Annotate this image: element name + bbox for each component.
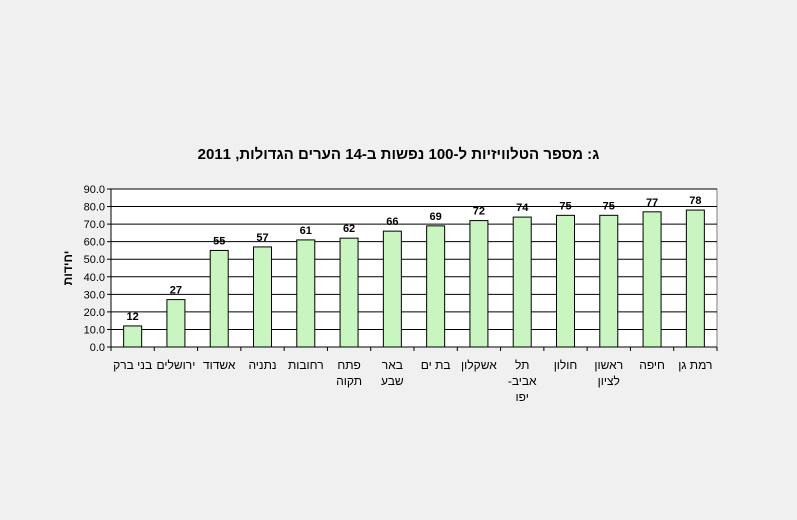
data-label: 27 <box>170 285 182 297</box>
y-tick-label: 40.0 <box>84 272 105 284</box>
y-tick-label: 0.0 <box>90 342 105 354</box>
category-label: פתח <box>337 358 361 372</box>
category-label: ראשון <box>594 358 623 372</box>
chart-title: ג: מספר הטלוויזיות ל-100 נפשות ב-14 הערי… <box>197 146 600 163</box>
bar <box>685 209 705 348</box>
category-label: תקוה <box>336 374 362 388</box>
y-tick-label: 50.0 <box>84 254 105 266</box>
plot-area <box>110 188 718 348</box>
bar <box>512 216 532 348</box>
bar <box>339 237 359 348</box>
y-tick-label: 90.0 <box>84 184 105 196</box>
y-tick-label: 10.0 <box>84 324 105 336</box>
category-label: שבע <box>381 374 404 388</box>
category-label: בת ים <box>421 358 451 372</box>
bar <box>382 230 402 348</box>
bars <box>123 209 705 348</box>
data-labels: 12 27 55 57 61 62 66 69 72 74 75 75 77 78 <box>127 195 702 323</box>
x-axis-categories: בני ברק ירושלים אשדוד נתניה רחובות פתח תקוה באר… <box>110 346 718 404</box>
data-label: 12 <box>127 311 139 323</box>
category-label: תל <box>515 358 529 372</box>
data-label: 62 <box>343 223 355 235</box>
category-label: נתניה <box>248 358 276 372</box>
bar <box>253 246 272 348</box>
category-label: ירושלים <box>157 358 196 372</box>
data-label: 75 <box>603 200 615 212</box>
bar <box>296 239 316 348</box>
bar <box>599 214 619 348</box>
category-label: בני ברק <box>113 358 152 372</box>
category-label: אשקלון <box>461 358 497 372</box>
category-label: חולון <box>554 358 578 372</box>
y-tick-label: 80.0 <box>84 202 105 214</box>
bar <box>642 211 662 348</box>
category-label: יפו <box>516 390 529 404</box>
category-label: רחובות <box>288 358 324 372</box>
y-tick-label: 60.0 <box>84 237 105 249</box>
data-label: 57 <box>256 232 268 244</box>
bar <box>209 249 229 348</box>
category-label: רמת גן <box>678 358 712 372</box>
bar <box>426 225 446 348</box>
bar <box>123 325 143 348</box>
y-axis-label: יחידות <box>61 251 75 286</box>
category-label: לציון <box>598 374 620 388</box>
bar <box>469 220 489 348</box>
category-label: חיפה <box>639 358 665 372</box>
data-label: 55 <box>213 235 225 247</box>
data-label: 66 <box>386 216 398 228</box>
bar <box>166 299 186 348</box>
category-label: אשדוד <box>203 358 236 372</box>
plot-background <box>110 188 718 348</box>
data-label: 77 <box>646 197 658 209</box>
y-tick-label: 70.0 <box>84 219 105 231</box>
y-tick-label: 30.0 <box>84 289 105 301</box>
y-axis-ticks: 0.0 10.0 20.0 30.0 40.0 50.0 60.0 70.0 80.0 90.0 <box>84 184 112 354</box>
data-label: 75 <box>559 200 571 212</box>
data-label: 69 <box>430 211 442 223</box>
data-label: 61 <box>300 225 312 237</box>
data-label: 72 <box>473 206 485 218</box>
bar <box>556 214 575 348</box>
category-label: אביב- <box>508 374 537 388</box>
category-label: באר <box>382 358 403 372</box>
data-label: 74 <box>516 202 529 214</box>
data-label: 78 <box>689 195 701 207</box>
y-tick-label: 20.0 <box>84 307 105 319</box>
